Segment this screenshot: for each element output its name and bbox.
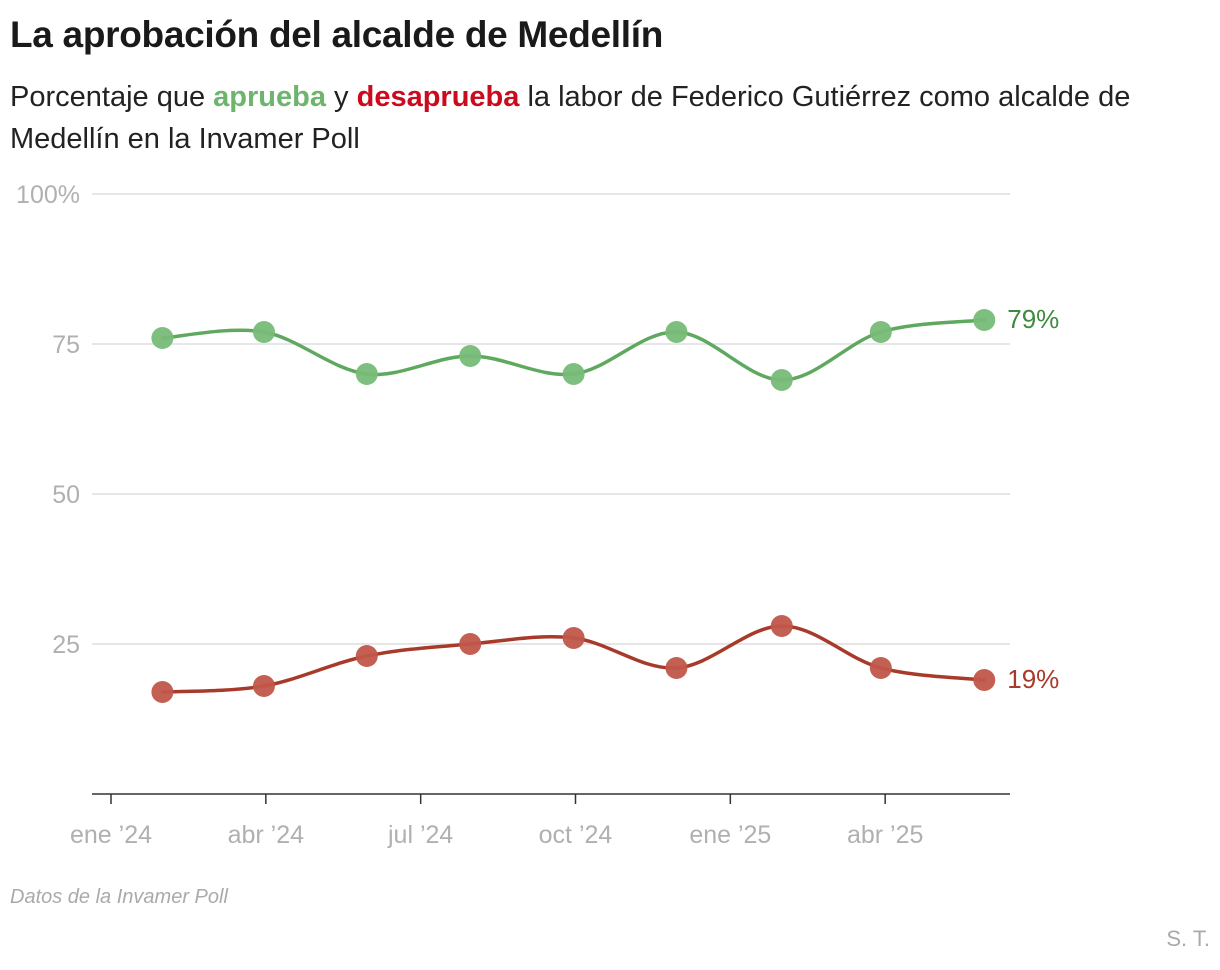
x-tick-label-4: ene ’25 [689, 821, 771, 849]
x-tick-label-0: ene ’24 [70, 821, 152, 849]
chart-title: La aprobación del alcalde de Medellín [10, 14, 664, 55]
x-tick-label-1: abr ’24 [228, 821, 305, 849]
author-credit: S. T. [1166, 926, 1210, 951]
point-aprueba-3 [459, 345, 482, 367]
point-desaprueba-1 [252, 675, 275, 697]
y-tick-label-25: 25 [52, 631, 80, 659]
chart-subtitle: Porcentaje que aprueba y desaprueba la l… [10, 76, 1170, 160]
grid-layer: 100% 75 50 25 [16, 181, 1010, 659]
x-tick-label-2: jul ’24 [387, 821, 453, 849]
y-tick-label-50: 50 [52, 481, 80, 509]
point-aprueba-0 [151, 327, 174, 349]
series-layer: 79% 19% [151, 304, 1059, 703]
point-aprueba-2 [355, 363, 378, 385]
y-tick-label-75: 75 [52, 331, 80, 359]
point-desaprueba-8 [973, 669, 996, 691]
point-desaprueba-2 [355, 645, 378, 667]
point-desaprueba-7 [869, 657, 892, 679]
end-label-desaprueba: 19% [1007, 664, 1059, 694]
series-aprueba: 79% [151, 304, 1059, 391]
end-label-aprueba: 79% [1007, 304, 1059, 334]
subtitle-approve-word: aprueba [213, 81, 326, 113]
point-aprueba-6 [770, 369, 793, 391]
point-desaprueba-3 [459, 633, 482, 655]
source-note: Datos de la Invamer Poll [10, 886, 228, 908]
x-axis: ene ’24 abr ’24 jul ’24 oct ’24 ene ’25 abr ’… [70, 793, 1010, 849]
point-aprueba-5 [665, 321, 688, 343]
point-aprueba-8 [973, 309, 996, 331]
x-tick-label-5: abr ’25 [847, 821, 923, 849]
point-aprueba-4 [562, 363, 585, 385]
point-desaprueba-6 [770, 615, 793, 637]
subtitle-disapprove-word: desaprueba [356, 81, 520, 113]
point-aprueba-1 [252, 321, 275, 343]
point-aprueba-7 [869, 321, 892, 343]
series-desaprueba: 19% [151, 615, 1059, 703]
subtitle-connector: y [325, 81, 357, 113]
y-tick-label-100: 100% [16, 181, 80, 209]
x-tick-label-3: oct ’24 [539, 821, 613, 849]
point-desaprueba-5 [665, 657, 688, 679]
point-desaprueba-0 [151, 681, 174, 703]
subtitle-suffix: la labor de Federico Gutiérrez como alca… [10, 81, 1131, 155]
subtitle-prefix: Porcentaje que [10, 81, 214, 113]
point-desaprueba-4 [562, 627, 585, 649]
